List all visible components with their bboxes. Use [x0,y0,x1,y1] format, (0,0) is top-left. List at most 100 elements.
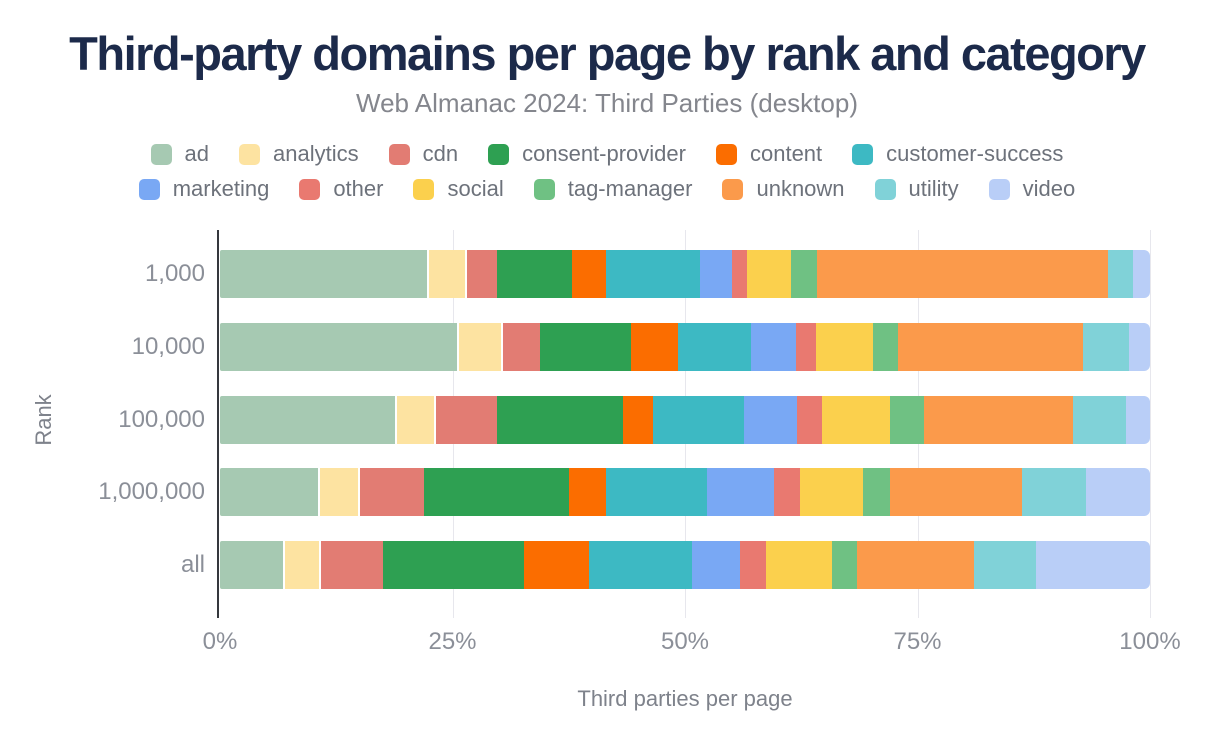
legend-swatch-customer-success [852,143,874,165]
bar-segment-ad [220,250,430,298]
legend-item-content[interactable]: content [715,141,823,167]
bar-segment-analytics [319,468,361,517]
legend-item-social[interactable]: social [413,176,504,202]
legend-row: ad analytics cdn consent-provider content cus… [150,141,1063,167]
legend-label: marketing [172,176,270,201]
legend-item-unknown[interactable]: unknown [722,176,845,202]
bar-segment-analytics [285,541,322,590]
legend-item-consent-provider[interactable]: consent-provider [488,141,686,167]
legend-label: other [333,176,384,201]
bar-segment-other [796,395,822,444]
bar-segment-consent-provider [423,468,569,517]
y-axis-title: Rank [31,394,56,446]
bar-segment-marketing [699,250,733,298]
bar-segment-ad [220,322,459,371]
bar-segment-video [1125,395,1150,444]
legend-swatch-video [988,178,1010,200]
bar-segment-social [800,468,864,517]
y-tick-label-1,000,000: 1,000,000 [98,478,205,506]
bar-segment-cdn [467,250,498,298]
bar-segment-tag-manager [872,322,898,371]
legend-swatch-social [413,178,435,200]
bar-segment-marketing [707,468,775,517]
legend-label: consent-provider [522,141,686,166]
legend-row: marketing other social tag-manager unknown ut… [138,176,1076,202]
gridline-100 [1150,230,1151,618]
bar-segment-customer-success [677,322,751,371]
legend-item-cdn[interactable]: cdn [388,141,459,167]
legend: ad analytics cdn consent-provider content cus… [0,141,1214,202]
bar-segment-utility [1072,395,1126,444]
legend-item-ad[interactable]: ad [150,141,210,167]
legend-item-tag-manager[interactable]: tag-manager [533,176,693,202]
bar-segment-video [1036,541,1150,590]
legend-swatch-cdn [388,143,410,165]
legend-label: unknown [756,176,845,201]
legend-item-marketing[interactable]: marketing [138,176,270,202]
bar-segment-tag-manager [863,468,890,517]
bar-segment-analytics [459,322,503,371]
x-tick-label-75%: 75% [893,628,942,655]
bar-segment-unknown [856,541,975,590]
bar-segment-content [524,541,590,590]
bar-segment-video [1133,250,1150,298]
legend-swatch-other [299,178,321,200]
bar-segment-marketing [750,322,796,371]
y-tick-label-10,000: 10,000 [131,332,205,360]
legend-label: utility [908,176,959,201]
bar-segment-marketing [744,395,797,444]
bar-segment-other [774,468,801,517]
bar-segment-marketing [692,541,740,590]
bar-segment-consent-provider [382,541,525,590]
bar-row-10,000 [220,322,1150,371]
legend-item-video[interactable]: video [988,176,1076,202]
bar-segment-video [1085,468,1150,517]
plot-area: 1,000 10,000 100,000 1,000,000 all 0% 25% 50% 75… [98,230,1181,655]
bar-segment-content [622,395,654,444]
bar-segment-customer-success [605,468,708,517]
bar-segment-customer-success [653,395,745,444]
bar-segment-analytics [396,395,436,444]
legend-item-customer-success[interactable]: customer-success [852,141,1063,167]
y-tick-label-all: all [180,551,205,579]
bar-segment-cdn [360,468,424,517]
legend-item-analytics[interactable]: analytics [239,141,359,167]
legend-label: analytics [273,141,359,166]
bar-segment-content [571,250,606,298]
legend-swatch-utility [874,178,896,200]
bar-segment-unknown [923,395,1073,444]
bar-segment-ad [220,541,286,590]
y-tick-label-100,000: 100,000 [118,405,205,433]
x-tick-label-100%: 100% [1119,628,1181,655]
legend-label: ad [184,141,210,166]
bar-segment-consent-provider [497,395,623,444]
legend-item-utility[interactable]: utility [874,176,959,202]
x-axis-title: Third parties per page [577,686,793,711]
legend-swatch-unknown [722,178,744,200]
bar-segment-unknown [817,250,1109,298]
legend-label: video [1022,176,1076,201]
legend-item-other[interactable]: other [299,176,383,202]
bar-segment-consent-provider [539,322,632,371]
legend-swatch-consent-provider [488,143,510,165]
bar-segment-social [816,322,873,371]
legend-label: social [447,176,504,201]
bar-segment-cdn [502,322,540,371]
legend-label: content [749,141,823,166]
bar-row-1,000 [220,250,1150,298]
legend-swatch-analytics [239,143,261,165]
legend-label: tag-manager [567,176,693,201]
bar-segment-utility [1082,322,1130,371]
x-tick-label-25%: 25% [428,628,477,655]
bar-row-all [220,541,1150,590]
legend-label: customer-success [886,141,1064,166]
bar-segment-ad [220,395,397,444]
x-tick-label-50%: 50% [660,628,710,655]
legend-swatch-tag-manager [533,178,555,200]
bar-segment-content [631,322,678,371]
bar-row-100,000 [220,395,1150,444]
legend-label: cdn [422,141,459,166]
bar-segment-customer-success [605,250,700,298]
bar-segment-analytics [429,250,468,298]
